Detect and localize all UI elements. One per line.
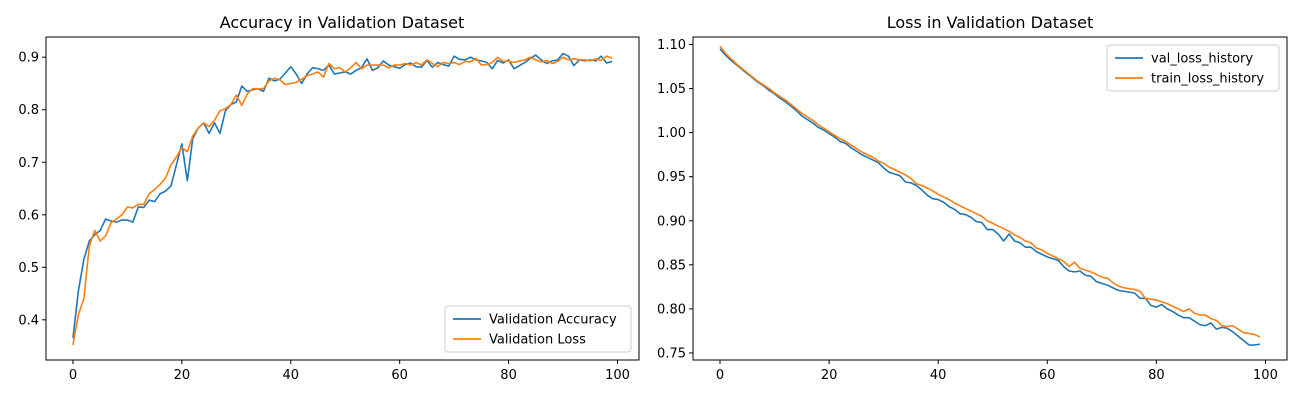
accuracy-axes-frame <box>45 36 640 361</box>
loss-y-tick-label: 1.05 <box>657 82 686 97</box>
accuracy-legend-label-1: Validation Loss <box>489 333 586 348</box>
loss-legend-box <box>1106 44 1280 92</box>
loss-x-tick-label: 60 <box>1039 368 1056 383</box>
loss-legend: val_loss_history train_loss_history <box>1106 44 1280 92</box>
loss-x-axis: 0 20 40 60 80 100 <box>716 360 1278 383</box>
accuracy-legend-label-0: Validation Accuracy <box>489 313 617 328</box>
loss-chart-panel: Loss in Validation Dataset 0 20 40 60 80 100 … <box>657 13 1288 383</box>
loss-x-tick-label: 80 <box>1148 368 1165 383</box>
accuracy-x-tick-label: 80 <box>500 368 517 383</box>
accuracy-chart-title: Accuracy in Validation Dataset <box>220 13 465 32</box>
accuracy-y-tick-label: 0.8 <box>18 103 39 118</box>
loss-x-tick-label: 100 <box>1253 368 1278 383</box>
loss-chart-title: Loss in Validation Dataset <box>887 13 1094 32</box>
loss-y-tick-label: 0.75 <box>657 346 686 361</box>
accuracy-x-tick-label: 20 <box>174 368 191 383</box>
loss-y-tick-label: 0.90 <box>657 214 686 229</box>
accuracy-series-line-1 <box>72 55 613 346</box>
accuracy-y-tick-label: 0.6 <box>18 208 39 223</box>
loss-legend-label-0: val_loss_history <box>1151 52 1253 67</box>
accuracy-legend-box <box>444 305 632 353</box>
loss-series-line-1 <box>719 45 1261 338</box>
loss-series-line-0 <box>719 48 1261 346</box>
accuracy-x-tick-label: 100 <box>605 368 630 383</box>
accuracy-series-line-0 <box>72 52 613 339</box>
loss-legend-label-1: train_loss_history <box>1151 72 1264 87</box>
loss-x-tick-label: 40 <box>930 368 947 383</box>
accuracy-x-tick-label: 0 <box>69 368 77 383</box>
loss-y-tick-label: 1.10 <box>657 38 686 53</box>
loss-x-tick-label: 0 <box>716 368 724 383</box>
accuracy-x-axis: 0 20 40 60 80 100 <box>69 360 630 383</box>
accuracy-y-tick-label: 0.9 <box>18 51 39 66</box>
loss-y-tick-label: 0.80 <box>657 302 686 317</box>
loss-y-tick-label: 1.00 <box>657 126 686 141</box>
accuracy-y-tick-label: 0.4 <box>18 313 39 328</box>
accuracy-x-tick-label: 60 <box>391 368 408 383</box>
loss-series-lines <box>719 45 1261 346</box>
accuracy-legend: Validation Accuracy Validation Loss <box>444 305 632 353</box>
accuracy-series-lines <box>72 52 613 346</box>
loss-y-tick-label: 0.95 <box>657 170 686 185</box>
accuracy-x-tick-label: 40 <box>282 368 299 383</box>
loss-axes-frame <box>692 36 1288 361</box>
accuracy-y-tick-label: 0.5 <box>18 261 39 276</box>
loss-y-tick-label: 0.85 <box>657 258 686 273</box>
accuracy-y-axis: 0.4 0.5 0.6 0.7 0.8 0.9 <box>18 51 46 328</box>
accuracy-chart-panel: Accuracy in Validation Dataset 0 20 40 60 80… <box>18 13 640 383</box>
loss-y-axis: 0.75 0.80 0.85 0.90 0.95 1.00 1.05 1.10 <box>657 38 693 361</box>
loss-x-tick-label: 20 <box>821 368 838 383</box>
accuracy-y-tick-label: 0.7 <box>18 156 39 171</box>
